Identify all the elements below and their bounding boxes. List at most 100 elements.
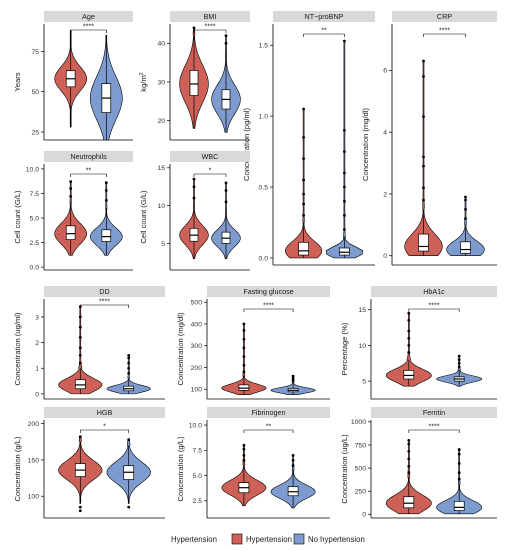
panel-header-age — [44, 11, 133, 22]
y-tick-label-ferritin: 750 — [355, 442, 367, 449]
y-tick-label-dd: 0 — [35, 391, 39, 398]
significance-bracket-fibrinogen — [243, 429, 294, 433]
outlier-dd-hypertension — [78, 325, 82, 329]
y-axis-label-wbc: Cell count (G/L) — [139, 190, 148, 244]
outlier-hba1c-hypertension — [407, 336, 411, 340]
y-tick-label-bmi: 40 — [157, 41, 165, 48]
significance-label-wbc: * — [209, 168, 212, 175]
box-neutrophils-no-hypertension — [101, 229, 112, 242]
panel-title-wbc: WBC — [202, 152, 219, 161]
y-tick-label-ferritin: 500 — [355, 465, 367, 472]
outlier-ferritin-no-hypertension — [457, 462, 461, 465]
y-tick-label-hba1c: 10 — [358, 343, 366, 350]
outlier-ferritin-hypertension — [407, 471, 411, 475]
panel-dd: DD 0 1 2 3 Concentration (ug/ml) **** — [13, 286, 165, 400]
outlier-neutrophils-no-hypertension — [104, 189, 108, 192]
outlier-hgb-hypertension — [78, 509, 82, 513]
outlier-ferritin-hypertension — [407, 438, 411, 442]
y-tick-label-fasting-glucose: 300 — [191, 343, 203, 350]
outlier-wbc-hypertension — [192, 177, 196, 181]
y-tick-label-hgb: 100 — [28, 494, 40, 501]
y-tick-label-ferritin: 250 — [355, 489, 367, 496]
outlier-crp-hypertension — [422, 164, 425, 168]
outlier-crp-hypertension — [422, 75, 425, 78]
outlier-hba1c-no-hypertension — [457, 358, 461, 362]
box-crp-no-hypertension — [460, 241, 471, 254]
panel-title-hba1c: HbA1c — [423, 287, 445, 296]
significance-bracket-crp — [423, 33, 466, 37]
box-hba1c-hypertension — [403, 370, 415, 380]
outlier-fasting-glucose-hypertension — [242, 337, 246, 341]
panel-title-hgb: HGB — [97, 408, 113, 417]
panel-wbc: WBC 5 10 15 Cell count (G/L) * — [139, 151, 250, 271]
y-tick-label-fibrinogen: 10.0 — [189, 422, 202, 429]
y-tick-label-nt-probnp: 0.0 — [259, 255, 269, 262]
outlier-hba1c-hypertension — [407, 344, 411, 347]
y-axis-label-dd: Concentration (ug/ml) — [13, 312, 22, 385]
outlier-dd-no-hypertension — [127, 366, 131, 370]
box-ferritin-no-hypertension — [453, 501, 465, 511]
box-neutrophils-hypertension — [65, 225, 76, 240]
outlier-nt-probnp-hypertension — [302, 157, 305, 161]
outlier-neutrophils-hypertension — [69, 187, 73, 190]
outlier-crp-hypertension — [422, 186, 425, 190]
y-tick-label-dd: 1 — [35, 366, 39, 373]
significance-bracket-hba1c — [408, 308, 460, 312]
outlier-dd-hypertension — [78, 315, 82, 319]
outlier-neutrophils-no-hypertension — [104, 181, 108, 185]
outlier-neutrophils-hypertension — [69, 180, 73, 184]
outlier-fasting-glucose-no-hypertension — [291, 374, 295, 378]
legend-swatch-hypertension — [231, 533, 243, 545]
y-tick-label-crp: 0 — [383, 253, 387, 260]
y-tick-label-neutrophils: 7.5 — [30, 191, 40, 198]
y-tick-label-age: 75 — [31, 49, 39, 56]
box-nt-probnp-no-hypertension — [339, 247, 350, 256]
panel-title-fibrinogen: Fibrinogen — [252, 408, 286, 417]
panel-fibrinogen: Fibrinogen 2.5 5.0 7.5 10.0 Concentration (g/… — [176, 407, 330, 519]
outlier-fasting-glucose-no-hypertension — [291, 379, 295, 382]
outlier-dd-hypertension — [78, 336, 82, 339]
significance-label-age: **** — [83, 24, 94, 31]
panel-header-neutrophils — [44, 151, 133, 162]
outlier-nt-probnp-no-hypertension — [343, 185, 346, 189]
y-axis-label-crp: Concentration (mg/dl) — [361, 108, 370, 181]
outlier-ferritin-hypertension — [407, 450, 411, 453]
outlier-hba1c-no-hypertension — [457, 361, 461, 365]
outlier-dd-no-hypertension — [127, 361, 131, 365]
outlier-dd-hypertension — [78, 361, 82, 365]
y-tick-label-fibrinogen: 2.5 — [193, 498, 203, 505]
y-tick-label-neutrophils: 10.0 — [26, 166, 39, 173]
outlier-dd-hypertension — [78, 354, 82, 357]
significance-bracket-bmi — [193, 29, 227, 33]
panel-fasting-glucose: Fasting glucose 100 200 300 400 500 Concentrat… — [176, 286, 330, 400]
outlier-fasting-glucose-no-hypertension — [291, 376, 295, 380]
significance-label-bmi: **** — [205, 24, 216, 31]
outlier-wbc-no-hypertension — [224, 189, 228, 192]
panel-hgb: HGB 100 150 200 Concentration (g/L) * — [13, 407, 165, 519]
y-axis-label-fibrinogen: Concentration (g/L) — [176, 436, 185, 501]
outlier-fibrinogen-hypertension — [242, 453, 246, 457]
y-tick-label-dd: 2 — [35, 340, 39, 347]
y-tick-label-hgb: 150 — [28, 457, 40, 464]
panel-header-crp — [392, 11, 497, 22]
legend-swatch-no-hypertension — [293, 533, 305, 545]
outlier-hba1c-no-hypertension — [457, 354, 461, 358]
outlier-fibrinogen-hypertension — [242, 447, 246, 451]
legend-label-hypertension: Hypertension — [246, 535, 292, 544]
panel-title-fasting-glucose: Fasting glucose — [243, 287, 293, 296]
outlier-ferritin-hypertension — [407, 464, 411, 468]
outlier-crp-hypertension — [422, 155, 425, 159]
significance-bracket-dd — [80, 304, 129, 308]
outlier-ferritin-no-hypertension — [457, 452, 461, 456]
panel-title-bmi: BMI — [204, 12, 217, 21]
panel-header-dd — [44, 286, 165, 297]
outlier-fasting-glucose-hypertension — [242, 370, 246, 374]
y-tick-label-ferritin: 1000 — [351, 419, 366, 426]
panel-title-nt-probnp: NT−proBNP — [305, 12, 344, 21]
outlier-hba1c-hypertension — [407, 351, 411, 354]
outlier-crp-hypertension — [422, 198, 425, 202]
panel-header-nt-probnp — [273, 11, 375, 22]
panel-age: Age 25 50 75 Years **** — [13, 11, 133, 141]
outlier-fasting-glucose-hypertension — [242, 346, 246, 350]
outlier-nt-probnp-hypertension — [302, 178, 305, 182]
